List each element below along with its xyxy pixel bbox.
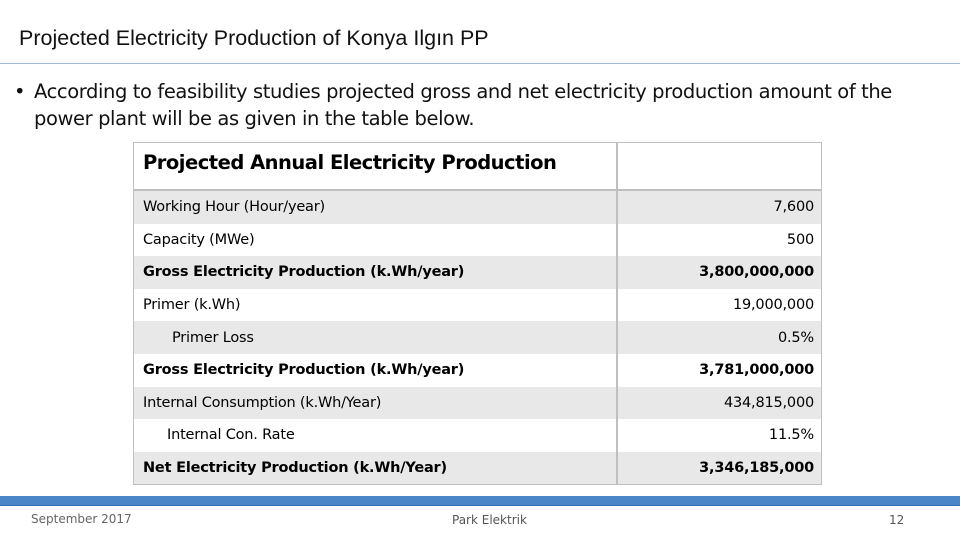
row-label: Primer (k.Wh)	[134, 288, 618, 322]
row-value: 3,781,000,000	[699, 362, 814, 379]
row-label: Gross Electricity Production (k.Wh/year)	[134, 353, 618, 387]
table-row: Internal Con. Rate 11.5%	[134, 419, 821, 452]
row-label: Working Hour (Hour/year)	[134, 191, 618, 224]
table-header-row: Projected Annual Electricity Production	[134, 143, 821, 191]
footer-divider	[0, 505, 960, 506]
title-divider	[0, 63, 960, 64]
bullet-dot-icon: •	[14, 80, 26, 103]
row-label: Gross Electricity Production (k.Wh/year)	[134, 256, 618, 289]
row-value: 3,346,185,000	[699, 460, 814, 477]
table-header: Projected Annual Electricity Production	[134, 143, 618, 189]
table-row: Capacity (MWe) 500	[134, 223, 821, 257]
bullet-text: According to feasibility studies project…	[34, 80, 892, 130]
row-value: 3,800,000,000	[699, 264, 814, 281]
row-label: Internal Consumption (k.Wh/Year)	[134, 386, 618, 420]
table-row: Net Electricity Production (k.Wh/Year) 3…	[134, 451, 821, 485]
row-value: 19,000,000	[732, 297, 814, 314]
page-number: 12	[889, 513, 905, 527]
footer-accent-bar	[0, 496, 960, 505]
slide-title: Projected Electricity Production of Kony…	[19, 26, 489, 50]
row-value: 11.5%	[768, 427, 814, 444]
table-row: Working Hour (Hour/year) 7,600	[134, 191, 821, 224]
row-label: Primer Loss	[134, 321, 618, 354]
row-label: Net Electricity Production (k.Wh/Year)	[134, 451, 618, 485]
table-header-value	[618, 143, 821, 189]
table-row: Primer Loss 0.5%	[134, 321, 821, 354]
production-table: Projected Annual Electricity Production …	[133, 142, 822, 486]
table-row: Gross Electricity Production (k.Wh/year)…	[134, 353, 821, 387]
footer-date: September 2017	[31, 512, 132, 526]
row-value: 434,815,000	[723, 394, 814, 411]
row-label: Capacity (MWe)	[134, 223, 618, 257]
table-row: Primer (k.Wh) 19,000,000	[134, 288, 821, 322]
row-value: 500	[786, 231, 814, 248]
footer-company: Park Elektrik	[452, 513, 527, 527]
row-value: 0.5%	[777, 329, 814, 346]
row-label: Internal Con. Rate	[134, 419, 618, 452]
row-value: 7,600	[773, 199, 814, 216]
table-row: Internal Consumption (k.Wh/Year) 434,815…	[134, 386, 821, 420]
bullet-point: • According to feasibility studies proje…	[14, 78, 934, 132]
table-row: Gross Electricity Production (k.Wh/year)…	[134, 256, 821, 289]
